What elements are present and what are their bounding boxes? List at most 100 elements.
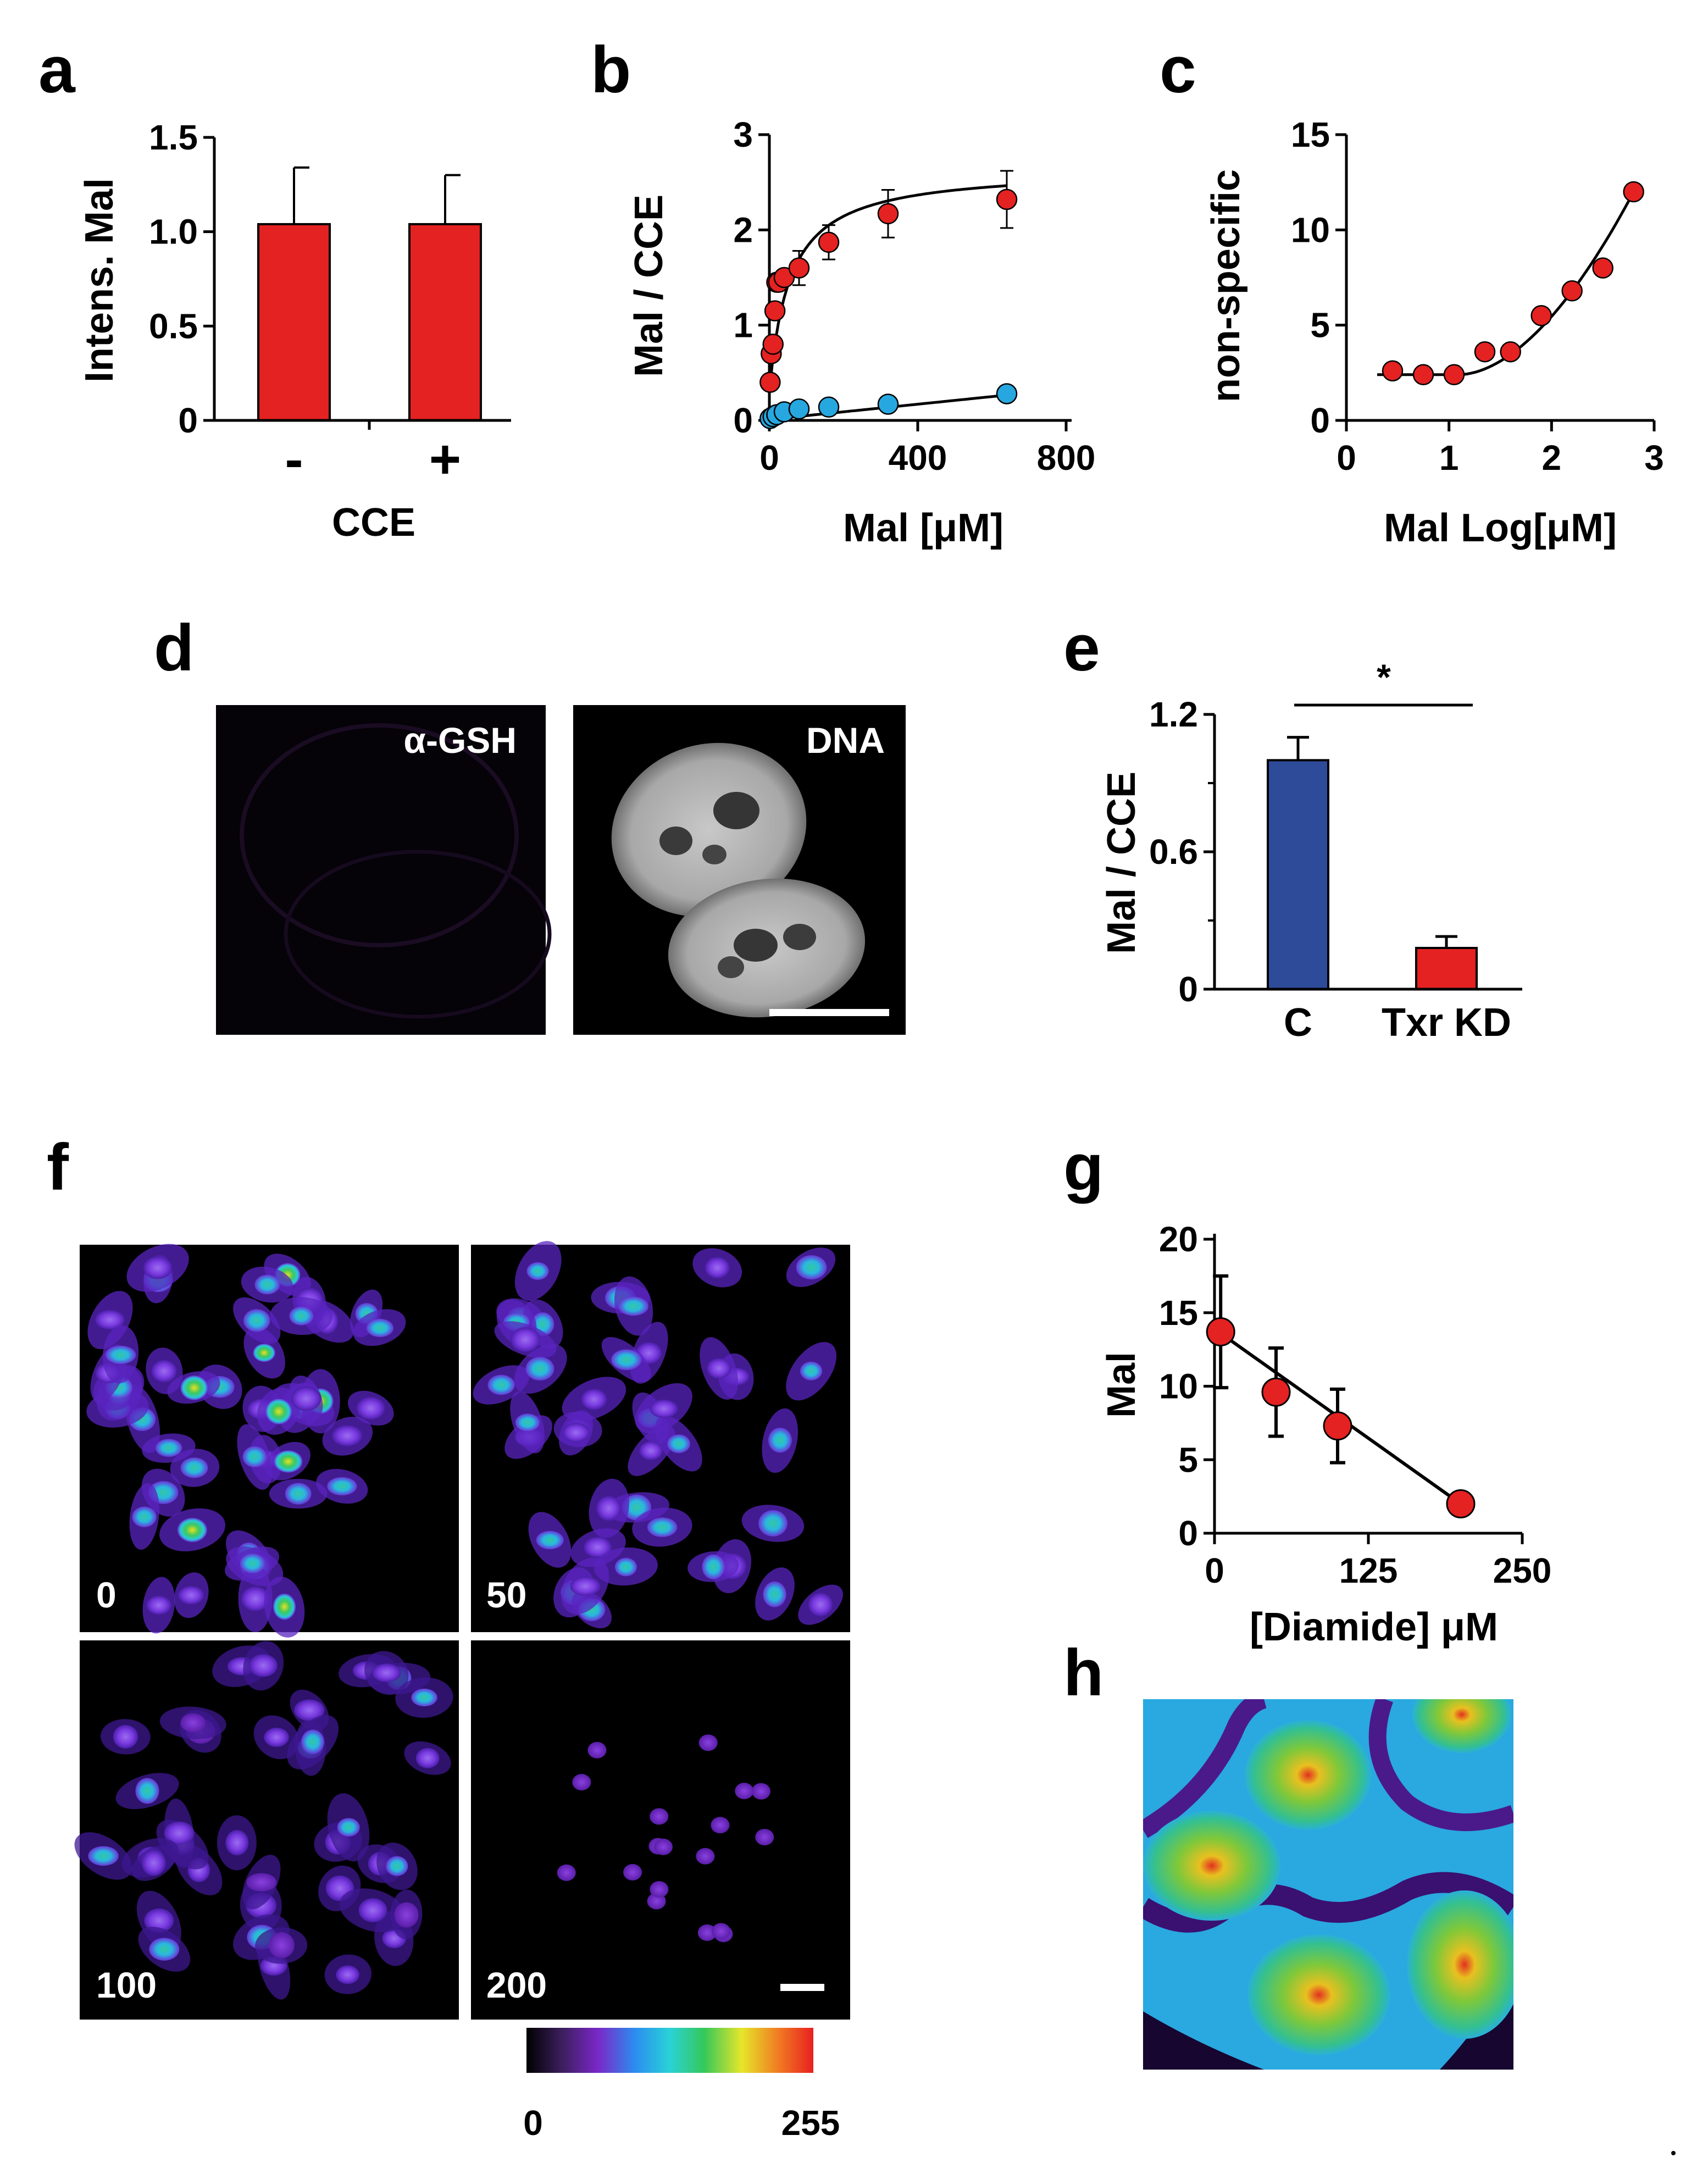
panel-f-cell-nucleus: [562, 1423, 590, 1443]
panel-f-cells: [74, 1241, 843, 2000]
panel-f-cell-nucleus: [647, 1517, 678, 1537]
panel-f-cell-nucleus: [581, 1389, 607, 1410]
chart-e-bars: [1267, 736, 1478, 991]
panel-f-cell-nucleus: [106, 1345, 136, 1365]
chart-b-point-red: [759, 371, 781, 393]
panel-f-image-200: [471, 1640, 850, 2020]
panel-h-dark-corner: [1143, 2011, 1264, 2070]
chart-e-bar: [1267, 759, 1329, 991]
panel-f-cell-nucleus: [149, 1938, 180, 1961]
chart-c-point: [1623, 181, 1644, 203]
chart-b-point-blue: [877, 393, 899, 415]
panel-h-cell-boundary: [1368, 1699, 1513, 1831]
panel-h-nucleus: [1407, 1890, 1513, 2039]
chart-g-point: [1323, 1411, 1352, 1441]
chart-a-y-tick-label: 0: [178, 401, 198, 440]
panel-d-nucleus-top: [611, 742, 807, 917]
panel-f-cell-nucleus: [697, 1924, 717, 1941]
panel-d-nucleolus: [718, 956, 744, 978]
panel-h-micrograph: [1143, 1699, 1513, 2070]
panel-f-cell-nucleus: [141, 1850, 166, 1876]
chart-b-point-red: [773, 267, 795, 289]
chart-c-x-tick-label: 3: [1644, 438, 1664, 478]
panel-f-cell-nucleus: [273, 1593, 296, 1620]
chart-e-y-tick-label: 1.2: [1149, 695, 1198, 734]
panel-h-nucleus: [1143, 1811, 1280, 1921]
panel-f-cell-nucleus: [294, 1699, 325, 1721]
panel-d-gsh-label: α-GSH: [403, 720, 517, 761]
chart-b-point-red: [818, 231, 840, 253]
chart-b-point-red: [788, 257, 810, 279]
panel-f-label-50: 50: [486, 1574, 526, 1615]
chart-g-y-tick-label: 10: [1159, 1367, 1198, 1406]
panel-label-d: d: [154, 611, 194, 685]
panel-f-cell-nucleus: [240, 1553, 265, 1573]
panel-h-cell-boundary: [1143, 1699, 1267, 1838]
chart-c-point: [1412, 364, 1434, 386]
chart-g-y-tick-label: 5: [1178, 1440, 1198, 1479]
chart-g-x-tick-label: 125: [1339, 1551, 1398, 1590]
panel-f-cell-nucleus: [249, 1654, 278, 1677]
chart-b-x-label: Mal [μM]: [843, 506, 1003, 550]
panel-f-cell-nucleus: [241, 1587, 270, 1611]
chart-c-point: [1382, 360, 1404, 382]
panel-f-cell-nucleus: [394, 1902, 419, 1928]
chart-b-y-ticks: 0 1 2 3: [733, 115, 769, 440]
chart-e-y-ticks: 0 0.6 1.2: [1149, 695, 1215, 1009]
panel-f-cell-nucleus: [336, 1965, 360, 1984]
chart-g-y-label: Mal: [1100, 1352, 1144, 1418]
panel-d-gsh-cell-outline-2: [284, 850, 552, 1019]
chart-e-category-txr-kd: Txr KD: [1382, 1001, 1511, 1045]
panel-f-cell-nucleus: [711, 1817, 730, 1834]
panel-f-cell-nucleus: [587, 1742, 607, 1759]
panel-f-colorbar-min: 0: [523, 2103, 543, 2143]
panel-f-cell-nucleus: [698, 1734, 718, 1751]
panel-f-label-0: 0: [96, 1574, 117, 1615]
panel-f-cell-nucleus: [254, 1274, 280, 1295]
panel-f-cell-nucleus: [337, 1818, 360, 1837]
chart-b-point-blue: [996, 383, 1018, 404]
panel-f-cell-nucleus: [696, 1848, 715, 1865]
panel-f-cell-nucleus: [135, 1778, 159, 1804]
chart-g-point: [1206, 1317, 1235, 1347]
panel-f-cell-nucleus: [151, 1360, 177, 1383]
panel-f-cell-nucleus: [356, 1396, 385, 1420]
chart-g-point: [1261, 1377, 1291, 1407]
panel-f-cell-nucleus: [243, 1309, 270, 1332]
chart-a-y-label: Intens. Mal: [77, 178, 121, 382]
chart-e-y-label: Mal / CCE: [1100, 772, 1144, 954]
panel-f-cell-nucleus: [268, 1932, 295, 1959]
panel-f-cell-nucleus: [735, 1783, 754, 1800]
panel-f-cell-nucleus: [113, 1724, 138, 1749]
chart-c-point: [1592, 257, 1613, 279]
panel-d-micrographs: α-GSH DNA: [216, 705, 906, 1035]
panel-f-cell-nucleus: [246, 1873, 277, 1892]
panel-f-cell-nucleus: [705, 1257, 730, 1279]
panel-f-cell-nucleus: [572, 1774, 591, 1791]
panel-f-cell-nucleus: [225, 1829, 249, 1856]
panel-f-cell-nucleus: [650, 1808, 669, 1825]
chart-c-y-ticks: 0 5 10 15: [1291, 115, 1346, 440]
chart-e-y-tick-label: 0.6: [1149, 832, 1198, 872]
chart-a-y-tick-label: 1.0: [149, 212, 198, 252]
chart-a-y-tick-label: 0.5: [149, 306, 198, 346]
chart-a-x-label: CCE: [332, 501, 415, 545]
panel-f-cell-nucleus: [301, 1729, 324, 1754]
chart-c-x-label: Mal Log[μM]: [1384, 506, 1617, 550]
panel-f-cell-nucleus: [332, 1425, 363, 1446]
panel-f-cell-nucleus: [146, 1595, 171, 1615]
chart-g-x-tick-label: 250: [1493, 1551, 1552, 1590]
panel-f-cell-nucleus: [143, 1256, 172, 1279]
panel-f-cell-nucleus: [264, 1727, 289, 1747]
chart-a-bar: [408, 223, 482, 421]
chart-b-point-red: [877, 203, 899, 225]
chart-b-point-red: [762, 334, 784, 355]
panel-f-cell-nucleus: [614, 1557, 637, 1577]
chart-b-point-red: [996, 188, 1018, 210]
panel-f-cell-nucleus: [618, 1296, 649, 1316]
panel-d-nucleolus: [783, 924, 816, 950]
panel-label-f: f: [47, 1130, 69, 1204]
chart-c-x-tick-label: 2: [1542, 438, 1562, 478]
panel-f-label-100: 100: [96, 1965, 157, 2005]
